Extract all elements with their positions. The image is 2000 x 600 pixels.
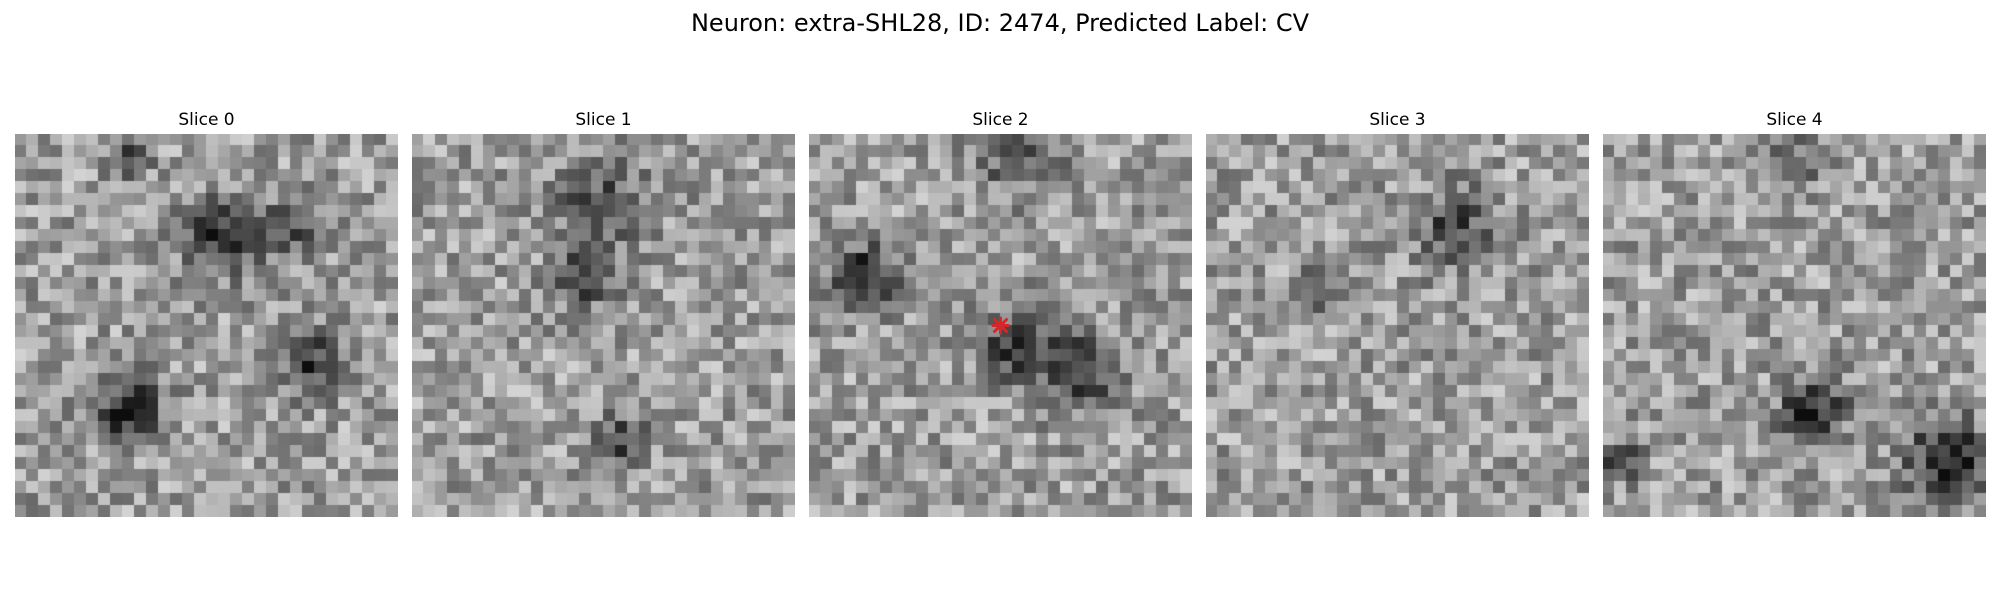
slice-title: Slice 3 [1369,110,1426,130]
slice-image [15,134,398,517]
slice-title: Slice 2 [972,110,1029,130]
slice-image [1206,134,1589,517]
slice-image [1603,134,1986,517]
slice-image [412,134,795,517]
figure-title: Neuron: extra-SHL28, ID: 2474, Predicted… [690,9,1310,37]
slice-title: Slice 0 [178,110,235,130]
slice-title: Slice 4 [1766,110,1823,130]
slice-image [809,134,1192,517]
slice-title: Slice 1 [575,110,632,130]
